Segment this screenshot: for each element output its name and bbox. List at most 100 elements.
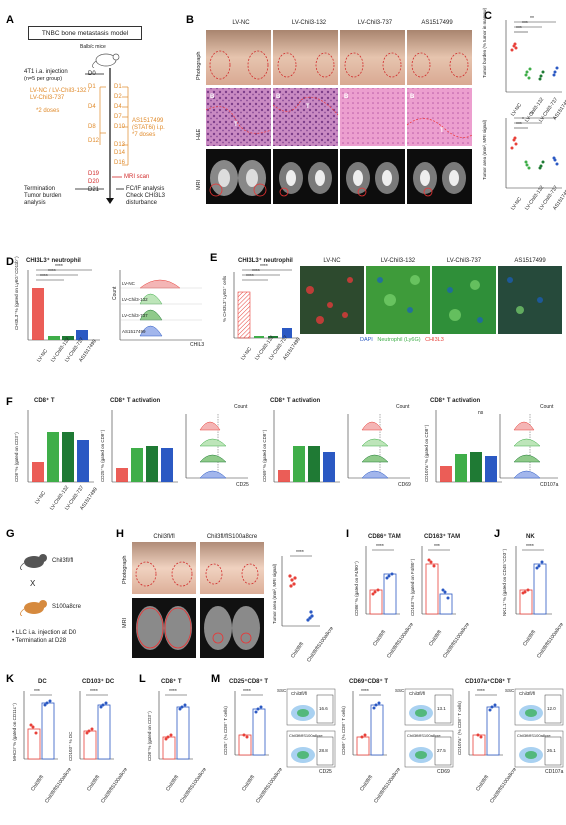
m-ssc-3: SSC <box>505 688 515 693</box>
he-mark-t2: T <box>306 104 310 110</box>
i-charts <box>365 546 456 615</box>
m-axis-3: CD107a <box>545 769 564 775</box>
day-d12: D12 <box>88 138 100 144</box>
m-flow1-g2: Chil3fl/flS100a8cre <box>289 733 323 738</box>
h-sig: **** <box>296 550 304 556</box>
mri-scan: MRI scan <box>124 174 150 180</box>
panel-k-label: K <box>6 673 14 685</box>
panel-h-label: H <box>116 528 124 540</box>
mri-row <box>206 149 472 204</box>
e-if-group2: LV-Chil3-132 <box>380 258 416 264</box>
d-chart <box>27 269 202 341</box>
e-title: CHI3L3⁺ neutrophil <box>238 258 293 264</box>
lv-doses: *2 doses <box>36 108 60 114</box>
g-note2-text: Termination at D28 <box>15 638 67 644</box>
h-group1: Chil3fl/fl <box>153 534 175 540</box>
day-d16: D16 <box>114 160 126 166</box>
as-route: (STAT6i) i.p. <box>132 125 165 131</box>
d-count: Count <box>112 286 118 300</box>
m-flow-2 <box>404 688 454 768</box>
mouse-icon <box>92 53 120 68</box>
day-d1: D1 <box>88 84 96 90</box>
mouse-cre-icon <box>20 600 47 616</box>
group-as: AS1517499 <box>421 20 453 26</box>
l-sig: **** <box>169 689 177 695</box>
model-title: TNBC bone metastasis model <box>41 30 129 37</box>
panel-b-label: B <box>186 14 194 26</box>
day-d13: D13 <box>114 142 126 148</box>
d-sig-2: **** <box>48 269 56 275</box>
m-sig-3: **** <box>477 689 485 695</box>
panel-g: G Chil3fl/fl X S100a8cre • LLC i.a. inje… <box>0 520 110 660</box>
d-title: CHI3L3⁺ neutrophil <box>26 258 81 264</box>
panel-e: E CHI3L3⁺ neutrophil % CHI3L3⁺Ly6G⁺ cell… <box>210 210 566 361</box>
panel-b-images <box>206 30 473 204</box>
panel-m: M CD25⁺CD8⁺ T CD69⁺CD8⁺ T CD107a⁺CD8⁺ T … <box>207 665 566 825</box>
g-cross: X <box>30 579 36 588</box>
he-mark-t4: T <box>440 128 444 134</box>
group-lv-737: LV-Chil3-737 <box>357 20 393 26</box>
panel-c: C Tumor burden (% tumor in marrow) Tumor… <box>478 0 566 212</box>
m-title-1: CD25⁺CD8⁺ T <box>229 679 269 685</box>
m-title-3: CD107a⁺CD8⁺ T <box>465 679 511 685</box>
group-lv-nc: LV-NC <box>232 20 250 26</box>
tumor-burden: Tumor burden <box>24 193 62 199</box>
m-charts <box>234 688 564 768</box>
panel-a: A TNBC bone metastasis model Balb/c mice… <box>0 0 170 206</box>
d-flow-row2: LV-Chil3-132 <box>122 297 148 302</box>
day-d2: D2 <box>114 94 122 100</box>
e-sig-3: **** <box>246 274 254 280</box>
legend-neutrophil: Neutrophil (Ly6G) <box>377 337 421 343</box>
f-ns: ns <box>478 410 484 416</box>
f-flow-2 <box>347 414 410 479</box>
m-axis-2: CD69 <box>437 769 450 775</box>
panel-i-label: I <box>346 528 350 540</box>
i-title-1: CD86⁺ TAM <box>368 534 401 540</box>
he-row <box>206 88 473 146</box>
day-d8: D8 <box>88 124 96 130</box>
group-lv-132: LV-Chil3-132 <box>291 20 327 26</box>
m-val-1b: 28.8 <box>319 748 328 753</box>
f-charts <box>27 410 558 483</box>
panel-d-label: D <box>6 256 14 268</box>
panel-l: L CD8⁺ T CD8⁺% (gated on CD3⁺) **** Chil… <box>135 665 208 825</box>
f-flow-3 <box>499 414 558 479</box>
panel-j-label: J <box>494 528 501 540</box>
panel-c-chart <box>505 20 562 189</box>
c-sig-2: *** <box>522 21 528 27</box>
he-mark-b2: B <box>276 94 281 100</box>
e-chart <box>233 266 562 339</box>
i-title-2: CD163⁺ TAM <box>424 534 461 540</box>
fcif-analysis: FC/IF analysis <box>126 186 165 192</box>
model-title-box: TNBC bone metastasis model <box>28 26 142 40</box>
panel-c-label: C <box>484 10 492 22</box>
panel-e-label: E <box>210 252 218 264</box>
g-mouse1: Chil3fl/fl <box>52 558 74 564</box>
day-d21: D21 <box>88 187 100 193</box>
panel-l-label: L <box>139 673 146 685</box>
day-d19: D19 <box>88 171 100 177</box>
legend-dapi: DAPI <box>360 337 373 343</box>
k-charts <box>23 691 114 760</box>
mouse-strain: Balb/c mice <box>80 44 106 50</box>
d-flow-axis: CHIL3 <box>190 342 205 348</box>
day-d7: D7 <box>114 114 122 120</box>
m-val-2a: 13.1 <box>437 706 446 711</box>
mouse-flfl-icon <box>20 554 47 570</box>
h-images <box>132 542 320 658</box>
day-d2-right: D1 <box>114 84 122 90</box>
termination: Termination <box>24 186 56 192</box>
f-flow-1 <box>185 414 248 479</box>
h-ylabel: Tumor area (mm², MRI signal) <box>272 563 277 624</box>
l-title: CD8⁺ T <box>161 679 182 685</box>
row-he: H&E <box>196 128 202 140</box>
m-flow1-g1: Chil3fl/fl <box>291 691 308 696</box>
e-if-group1: LV-NC <box>323 258 341 264</box>
m-flow3-g2: Chil3fl/flS100a8cre <box>517 733 551 738</box>
m-val-1a: 16.6 <box>319 706 328 711</box>
day-d20: D20 <box>88 179 100 185</box>
l-chart <box>158 691 193 760</box>
e-legend: DAPI Neutrophil (Ly6G) CHI3L3 <box>360 337 444 344</box>
d-flow-row1: LV-NC <box>122 281 135 286</box>
panel-f-label: F <box>6 396 13 408</box>
